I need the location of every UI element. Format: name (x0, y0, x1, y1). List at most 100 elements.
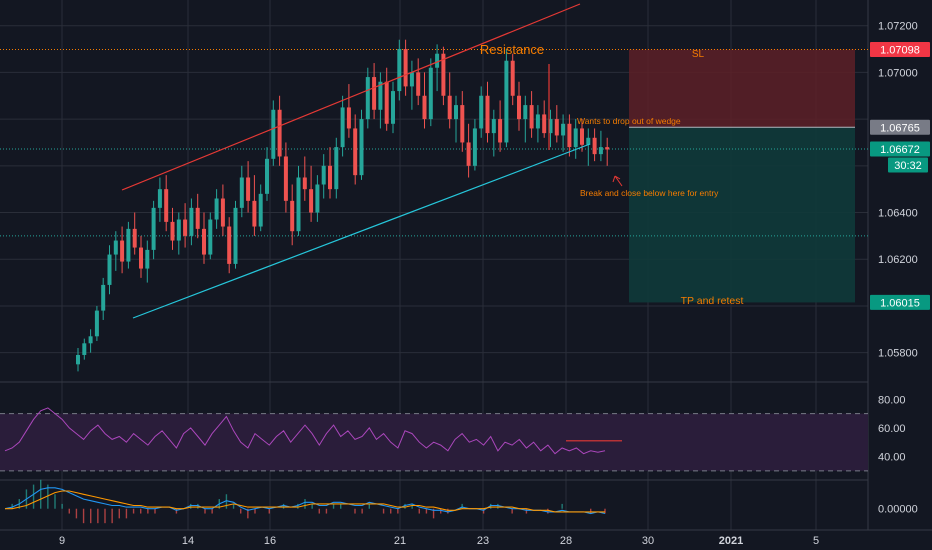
candle-body (510, 60, 515, 96)
candle-body (214, 198, 219, 220)
rsi-tick-label: 40.00 (878, 452, 906, 464)
candle-body (378, 81, 383, 110)
price-badge-current (870, 141, 930, 157)
candle-body (328, 165, 332, 190)
entry-note: Break and close below here for entry (580, 188, 719, 198)
candle-body (454, 105, 458, 120)
price-badge-label: 1.07098 (880, 45, 920, 57)
candle-body (208, 219, 213, 255)
time-tick-label: 16 (264, 535, 276, 547)
candle-body (397, 49, 402, 92)
time-axis[interactable]: 9 14 16 21 23 28 30 2021 5 (0, 529, 932, 547)
macd-pane (4, 479, 606, 524)
price-axis[interactable]: 1.07200 1.07000 1.06400 1.06200 1.05800 1.070… (870, 21, 930, 516)
candle-body (409, 72, 414, 87)
tp-label: TP and retest (681, 295, 744, 307)
candle-body (120, 240, 125, 262)
stop-loss-zone (629, 49, 855, 128)
candle-body (605, 147, 610, 150)
candle-body (195, 207, 200, 229)
candle-body (498, 119, 503, 143)
candle-body (94, 310, 99, 337)
candle-body (479, 95, 484, 129)
time-tick-label: 28 (560, 535, 572, 547)
candle-body (296, 177, 301, 232)
price-tick-label: 1.07000 (878, 67, 918, 79)
candle-body (592, 137, 597, 155)
candle-body (523, 105, 528, 120)
candle-body (283, 156, 288, 201)
candle-body (365, 77, 370, 120)
candle-body (422, 95, 427, 120)
candle-body (372, 77, 377, 110)
price-tick-label: 1.07200 (878, 21, 918, 33)
candle-body (441, 53, 446, 96)
rsi-tick-label: 60.00 (878, 423, 906, 435)
candle-body (535, 114, 540, 129)
candle-body (598, 147, 603, 155)
time-tick-label: 21 (394, 535, 406, 547)
candle-body (529, 105, 534, 129)
candle-body (435, 53, 440, 68)
candle-body (164, 189, 169, 222)
candle-body (567, 123, 572, 148)
price-badge-label: 1.06672 (880, 144, 920, 156)
time-tick-label: 23 (477, 535, 489, 547)
candle-body (517, 95, 521, 120)
candle-body (554, 119, 559, 136)
candle-body (302, 177, 307, 190)
candle-body (391, 91, 395, 124)
candle-body (485, 95, 490, 134)
price-levels (0, 49, 868, 237)
candle-body (233, 207, 238, 264)
price-tick-label: 1.05800 (878, 348, 918, 360)
candle-body (82, 343, 87, 355)
candlestick-series (76, 39, 610, 372)
resistance-label: Resistance (480, 42, 544, 57)
candle-body (586, 137, 591, 145)
time-tick-label: 9 (59, 535, 65, 547)
macd-tick-label: 0.00000 (878, 504, 918, 516)
candle-body (315, 184, 320, 213)
trendlines[interactable] (121, 3, 623, 319)
candle-body (176, 219, 181, 241)
candle-body (403, 49, 408, 87)
sl-label: SL (692, 49, 705, 60)
price-tick-label: 1.06400 (878, 208, 918, 220)
take-profit-zone (629, 127, 855, 303)
candle-body (252, 200, 257, 227)
candle-body (271, 109, 276, 159)
candle-body (447, 95, 452, 120)
candle-body (88, 336, 93, 344)
price-badge-sl (870, 42, 930, 58)
candle-body (321, 165, 326, 185)
time-tick-label: 14 (182, 535, 194, 547)
candle-body (170, 221, 175, 241)
candle-body (290, 200, 295, 232)
candle-body (491, 119, 496, 134)
candle-body (548, 119, 553, 134)
rsi-line (4, 407, 606, 455)
price-badge-tp (870, 294, 930, 310)
price-badge-entry (870, 119, 930, 135)
time-tick-label: 5 (813, 535, 819, 547)
candle-body (580, 128, 584, 145)
candle-body (246, 177, 251, 201)
candle-body (101, 284, 106, 311)
candle-body (309, 189, 314, 213)
candle-body (353, 128, 358, 176)
time-tick-label: 30 (642, 535, 654, 547)
candle-body (346, 107, 351, 129)
candle-body (542, 114, 547, 134)
rsi-tick-label: 80.00 (878, 394, 906, 406)
price-badge-countdown (888, 157, 928, 173)
candle-body (239, 177, 244, 208)
support-trendline (132, 143, 591, 319)
candle-body (76, 354, 80, 365)
candle-body (472, 128, 477, 166)
macd-signal-line (5, 490, 605, 513)
candle-body (359, 119, 364, 176)
candle-body (258, 193, 263, 227)
entry-arrow (612, 175, 623, 187)
